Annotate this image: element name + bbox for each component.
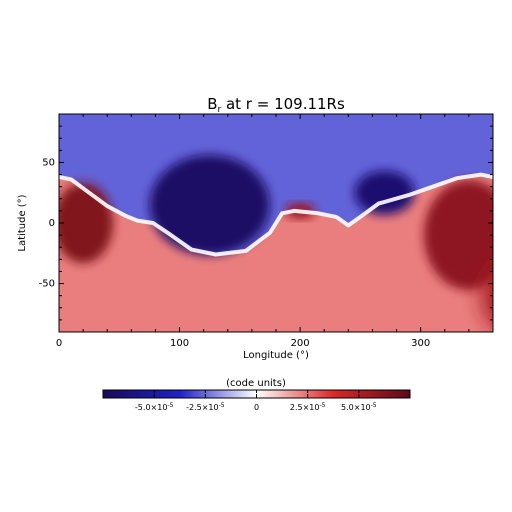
region-secondary-negative-core bbox=[354, 170, 415, 215]
x-tick-label: 100 bbox=[170, 338, 189, 349]
y-tick-label: -50 bbox=[39, 279, 55, 290]
colorbar-tick-label: 5.0×10-5 bbox=[341, 402, 377, 412]
region-strong-negative-core bbox=[149, 154, 270, 255]
chart-title-rest: at r = 109.11Rs bbox=[221, 95, 345, 113]
x-axis-label: Longitude (°) bbox=[243, 350, 309, 361]
chart-title-sub: r bbox=[217, 105, 221, 115]
heatmap-plot-area bbox=[59, 114, 493, 332]
region-strong-positive-west bbox=[59, 183, 114, 263]
neutral-line bbox=[59, 172, 493, 257]
colorbar-ticks: -5.0×10-5 -2.5×10-5 0 2.5×10-5 5.0×10-5 bbox=[102, 390, 411, 412]
y-axis-label: Latitude (°) bbox=[17, 194, 28, 251]
x-axis-ticks: 0 100 200 300 bbox=[56, 114, 494, 349]
y-tick-label: 50 bbox=[42, 157, 55, 168]
chart-title-main: B bbox=[207, 95, 217, 113]
y-axis-ticks: -50 0 50 bbox=[39, 125, 493, 321]
chart-title: Br at r = 109.11Rs bbox=[207, 95, 345, 115]
y-tick-label: 0 bbox=[49, 218, 55, 229]
colorbar-tick-label: 2.5×10-5 bbox=[290, 402, 326, 412]
colorbar-tick-label: 0 bbox=[254, 403, 259, 412]
heatmap-regions bbox=[59, 114, 493, 332]
x-tick-label: 200 bbox=[291, 338, 310, 349]
x-tick-label: 0 bbox=[56, 338, 62, 349]
x-tick-label: 300 bbox=[411, 338, 430, 349]
colorbar-label: (code units) bbox=[226, 378, 286, 389]
colorbar-tick-label: -5.0×10-5 bbox=[135, 402, 174, 412]
region-strong-positive-east bbox=[423, 180, 493, 291]
colorbar-tick-label: -2.5×10-5 bbox=[186, 402, 225, 412]
region-southeast-positive bbox=[481, 265, 493, 326]
